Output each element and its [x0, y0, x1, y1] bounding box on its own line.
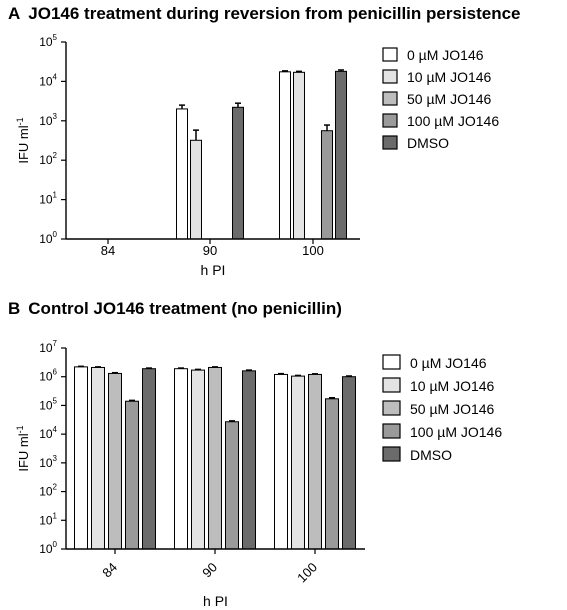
bar	[108, 372, 122, 550]
x-tick-label: 100	[294, 560, 320, 586]
y-tick-label: 105	[39, 33, 57, 49]
x-tick-label: 90	[199, 560, 220, 581]
y-tick-label: 101	[39, 511, 57, 527]
legend-label: 100 µM JO146	[407, 113, 499, 129]
bar	[232, 106, 244, 240]
panel-b-title: B Control JO146 treatment (no penicillin)	[8, 299, 342, 319]
legend-label: DMSO	[407, 135, 449, 151]
legend-label: 50 µM JO146	[407, 91, 492, 107]
y-tick-label: 103	[39, 112, 57, 128]
x-axis-label: h PI	[203, 593, 228, 609]
bar	[321, 130, 333, 240]
y-tick-label: 100	[39, 230, 57, 246]
panel-b-letter: B	[8, 299, 21, 318]
y-tick-label: 107	[39, 339, 57, 355]
x-axis-label: h PI	[201, 262, 226, 278]
legend-label: 10 µM JO146	[407, 69, 492, 85]
bar	[208, 366, 222, 550]
legend-swatch	[382, 446, 401, 462]
y-tick-label: 106	[39, 368, 57, 384]
bar	[325, 398, 339, 550]
bar	[91, 366, 105, 550]
bar	[174, 368, 188, 550]
x-tick-label: 100	[302, 243, 324, 258]
y-tick-label: 100	[39, 540, 57, 556]
legend-swatch	[382, 69, 398, 84]
y-tick-label: 103	[39, 454, 57, 470]
bar	[335, 70, 347, 240]
x-tick-label: 84	[101, 243, 115, 258]
bar	[191, 369, 205, 550]
panel-a-letter: A	[8, 4, 21, 23]
bar	[308, 373, 322, 550]
legend-swatch	[382, 377, 401, 393]
panel-b-title-text: Control JO146 treatment (no penicillin)	[28, 299, 342, 318]
chart-panel-b: 100 101 102 103 104 105 106 107 84 90 100 h PI IFU m…	[15, 339, 502, 609]
bar	[190, 139, 202, 240]
y-tick-label: 102	[39, 483, 57, 499]
panel-a-title: A JO146 treatment during reversion from p…	[8, 4, 521, 24]
bar	[342, 376, 356, 550]
bar	[242, 370, 256, 550]
panel-a-title-text: JO146 treatment during reversion from pe…	[28, 4, 521, 23]
legend-label: 0 µM JO146	[407, 47, 484, 63]
y-tick-label: 102	[39, 151, 57, 167]
legend-label: DMSO	[410, 447, 452, 463]
legend-swatch	[382, 47, 398, 62]
bar	[125, 400, 139, 550]
legend-swatch	[382, 113, 398, 128]
y-tick-label: 104	[39, 425, 57, 441]
x-tick-label: 90	[203, 243, 217, 258]
bar	[225, 421, 239, 550]
legend-label: 100 µM JO146	[410, 424, 502, 440]
bar	[279, 71, 291, 240]
y-tick-label: 105	[39, 396, 57, 412]
y-axis-label: IFU ml-1	[15, 425, 31, 471]
bar	[274, 373, 288, 550]
bar	[291, 375, 305, 550]
chart-panel-a: 100 101 102 103 104 105 84 90 100 h PI IFU ml-1 0 µ…	[15, 33, 499, 278]
legend-swatch	[382, 91, 398, 106]
bar	[74, 366, 88, 550]
legend-swatch	[382, 354, 401, 370]
bar	[176, 108, 188, 240]
legend-label: 10 µM JO146	[410, 378, 495, 394]
legend-label: 0 µM JO146	[410, 355, 487, 371]
bar	[142, 368, 156, 550]
x-tick-label: 84	[99, 560, 120, 581]
legend-label: 50 µM JO146	[410, 401, 495, 417]
legend-swatch	[382, 400, 401, 416]
y-tick-label: 104	[39, 72, 57, 88]
y-axis-label: IFU ml-1	[15, 117, 31, 163]
legend-swatch	[382, 423, 401, 439]
bar	[293, 71, 305, 240]
legend-swatch	[382, 135, 398, 150]
y-tick-label: 101	[39, 191, 57, 207]
